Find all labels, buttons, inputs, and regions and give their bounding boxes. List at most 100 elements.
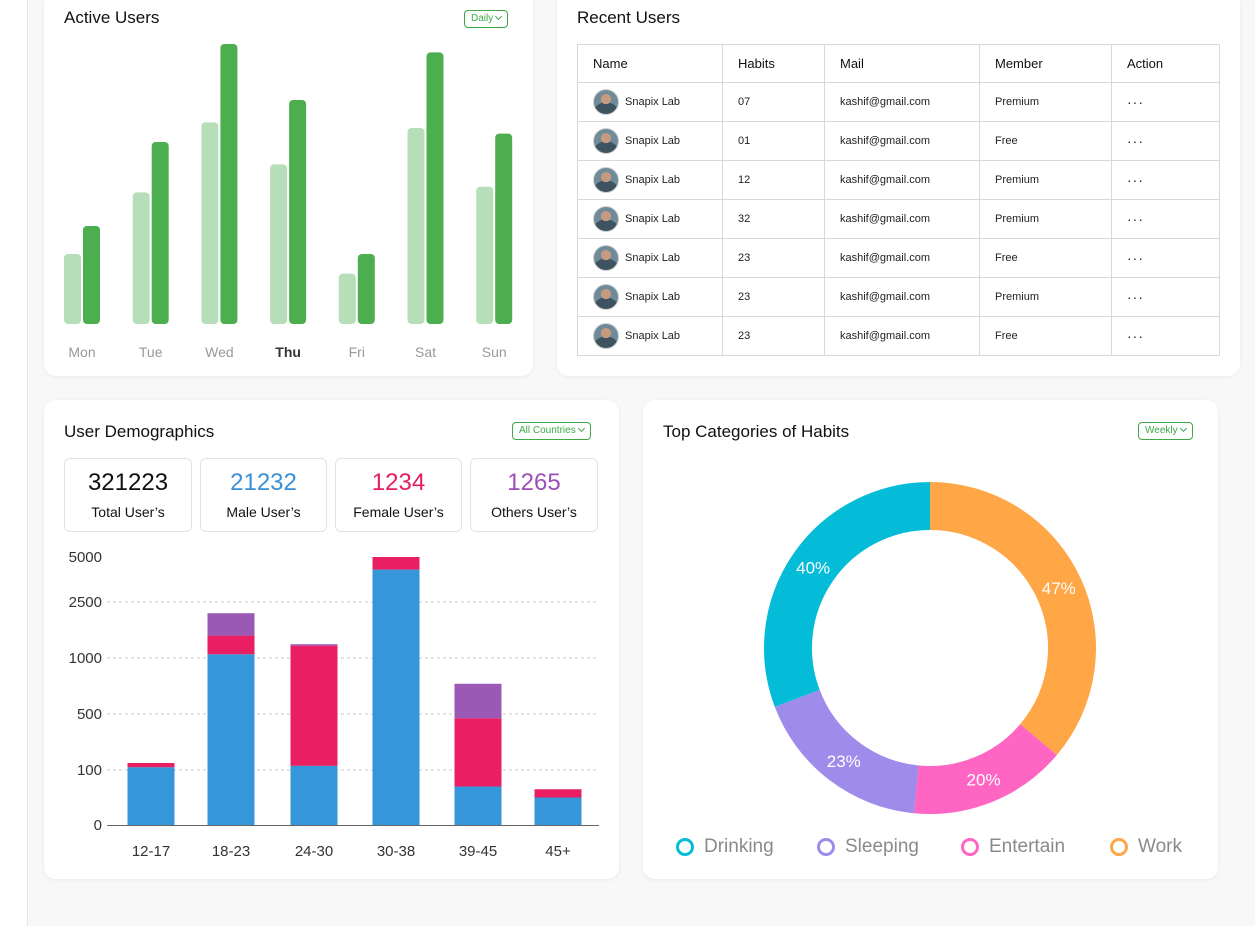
filter-label: Daily [471, 13, 494, 24]
member-cell: Free [979, 316, 1112, 356]
table-row: Snapix Lab 23 kashif@gmail.com Free ··· [577, 238, 1220, 278]
table-row: Snapix Lab 32 kashif@gmail.com Premium ··· [577, 199, 1220, 239]
demo-bar-18-23-segment-0 [207, 654, 255, 825]
more-horizontal-icon[interactable]: ··· [1127, 94, 1144, 110]
more-horizontal-icon[interactable]: ··· [1127, 289, 1144, 305]
demo-bar-24-30-segment-2 [290, 644, 338, 646]
member-cell: Free [979, 121, 1112, 161]
donut-slice-label-work: 47% [1042, 579, 1076, 598]
more-horizontal-icon[interactable]: ··· [1127, 172, 1144, 188]
column-header-member: Member [979, 44, 1112, 83]
y-tick-label: 500 [77, 706, 102, 723]
stat-value: 1265 [507, 469, 561, 496]
user-demographics-card: User Demographics All Countries 321223 T… [44, 400, 619, 879]
active-bar-sat-light [407, 128, 425, 324]
avatar [593, 167, 619, 193]
x-tick-label: 24-30 [295, 843, 333, 860]
chevron-down-icon [495, 12, 503, 21]
active-bar-fri-light [338, 273, 356, 324]
y-tick-label: 2500 [69, 594, 102, 611]
demo-bar-45+-segment-1 [534, 789, 582, 798]
period-filter-dropdown[interactable]: Weekly [1138, 422, 1193, 440]
user-name-cell: Snapix Lab [577, 316, 723, 356]
column-header-name: Name [577, 44, 723, 83]
action-cell: ··· [1111, 238, 1220, 278]
active-bar-thu-light [270, 164, 288, 324]
active-bar-sun-dark [495, 133, 513, 324]
mail-cell: kashif@gmail.com [824, 160, 980, 200]
y-tick-label: 1000 [69, 650, 102, 667]
day-label-mon: Mon [68, 344, 95, 360]
active-bar-wed-light [201, 122, 219, 324]
active-bar-mon-dark [83, 226, 100, 324]
table-row: Snapix Lab 01 kashif@gmail.com Free ··· [577, 121, 1220, 161]
legend-item-entertain: Entertain [961, 836, 1065, 858]
legend-label: Drinking [704, 836, 774, 857]
y-tick-label: 0 [94, 817, 102, 834]
user-name: Snapix Lab [625, 95, 681, 108]
stat-other-users: 1265 Others User’s [470, 458, 598, 532]
demo-bar-39-45-segment-1 [454, 718, 502, 787]
user-name: Snapix Lab [625, 290, 681, 303]
member-cell: Premium [979, 82, 1112, 122]
active-users-card: Mon Tue Wed Thu Fri Sat Sun Active Users Daily [44, 0, 533, 376]
avatar [593, 128, 619, 154]
more-horizontal-icon[interactable]: ··· [1127, 211, 1144, 227]
mail-cell: kashif@gmail.com [824, 316, 980, 356]
action-cell: ··· [1111, 82, 1220, 122]
active-bar-wed-dark [220, 44, 238, 324]
day-label-tue: Tue [139, 344, 163, 360]
table-row: Snapix Lab 23 kashif@gmail.com Premium ··· [577, 277, 1220, 317]
stat-value: 321223 [87, 469, 169, 496]
legend-item-sleeping: Sleeping [817, 836, 919, 858]
day-label-sun: Sun [482, 344, 507, 360]
active-bar-fri-dark [357, 254, 375, 324]
user-name-cell: Snapix Lab [577, 277, 723, 317]
user-name: Snapix Lab [625, 173, 681, 186]
habit-donut-chart: 47% 20% 23% 40% [764, 482, 1096, 814]
table-header-row: Name Habits Mail Member Action [577, 44, 1220, 83]
x-tick-label: 12-17 [132, 843, 170, 860]
table-row: Snapix Lab 12 kashif@gmail.com Premium ··· [577, 160, 1220, 200]
habits-cell: 01 [722, 121, 825, 161]
user-name: Snapix Lab [625, 212, 681, 225]
legend-marker [817, 838, 835, 856]
active-users-title: Active Users [64, 8, 160, 27]
x-tick-label: 30-38 [377, 843, 415, 860]
active-users-chart: Mon Tue Wed Thu Fri Sat Sun [64, 44, 513, 360]
user-name: Snapix Lab [625, 134, 681, 147]
stat-label: Male User’s [226, 504, 301, 520]
stat-total-users: 321223 Total User’s [64, 458, 192, 532]
stat-value: 1234 [371, 469, 426, 496]
more-horizontal-icon[interactable]: ··· [1127, 328, 1144, 344]
more-horizontal-icon[interactable]: ··· [1127, 250, 1144, 266]
more-horizontal-icon[interactable]: ··· [1127, 133, 1144, 149]
donut-slice-label-entertain: 20% [967, 771, 1001, 790]
demo-bar-24-30-segment-1 [290, 645, 338, 766]
action-cell: ··· [1111, 316, 1220, 356]
legend-marker [1110, 838, 1128, 856]
day-label-thu: Thu [275, 344, 301, 360]
stat-value: 21232 [230, 469, 297, 496]
filter-label: All Countries [519, 425, 576, 436]
member-cell: Premium [979, 199, 1112, 239]
stat-label: Others User’s [491, 504, 577, 520]
avatar [593, 89, 619, 115]
stat-male-users: 21232 Male User’s [200, 458, 327, 532]
mail-cell: kashif@gmail.com [824, 82, 980, 122]
active-users-filter-dropdown[interactable]: Daily [464, 10, 509, 28]
user-name-cell: Snapix Lab [577, 82, 723, 122]
chevron-down-icon [1179, 424, 1187, 433]
avatar [593, 284, 619, 310]
demo-bar-39-45-segment-2 [454, 683, 502, 719]
mail-cell: kashif@gmail.com [824, 238, 980, 278]
active-bar-sat-dark [426, 52, 444, 325]
donut-slice-work [929, 482, 1096, 756]
member-cell: Premium [979, 160, 1112, 200]
habits-cell: 12 [722, 160, 825, 200]
legend-label: Sleeping [845, 836, 919, 857]
countries-filter-dropdown[interactable]: All Countries [512, 422, 591, 440]
y-tick-label: 5000 [69, 549, 102, 566]
active-bar-thu-dark [289, 100, 307, 324]
table-row: Snapix Lab 23 kashif@gmail.com Free ··· [577, 316, 1220, 356]
